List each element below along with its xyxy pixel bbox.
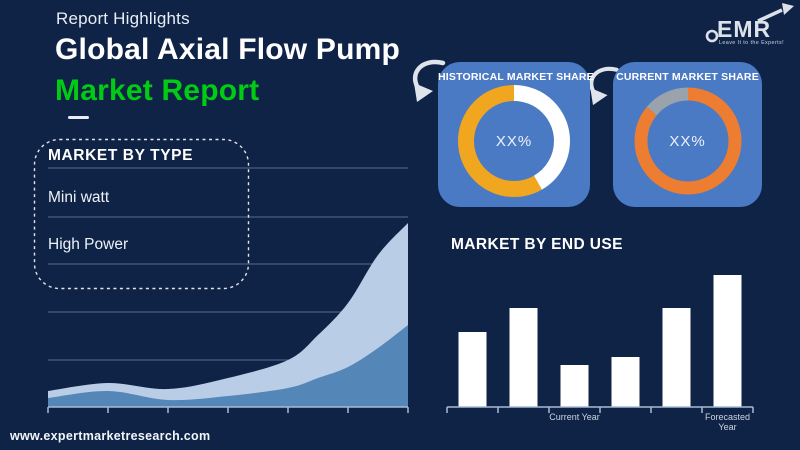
logo-circle-icon [705,29,719,43]
card-title: HISTORICAL MARKET SHARE [438,71,594,83]
type-item-high-power: High Power [48,236,129,253]
market-by-type-title: MARKET BY TYPE [48,147,194,164]
bar-axis-labels: Current Year Forecasted Year [440,410,770,442]
donut-value-label: XX% [669,132,706,150]
end-use-bar-chart [446,275,754,413]
website-url: www.expertmarketresearch.com [10,429,211,443]
emr-logo: EMR Leave It to the Experts! [705,3,794,46]
market-by-end-use-title: MARKET BY END USE [451,236,623,253]
market-by-type-panel: MARKET BY TYPE Mini watt High Power [33,138,250,290]
donut-value-label: XX% [495,132,533,150]
dashed-border [33,138,250,290]
card-title: CURRENT MARKET SHARE [616,71,759,83]
type-item-mini-watt: Mini watt [48,189,110,206]
curved-arrow-icon [589,66,619,106]
bar-x-axis-label: Current Year [549,412,600,422]
report-eyebrow: Report Highlights [56,9,190,28]
current-share-donut-chart [634,87,741,195]
page-title-line2: Market Report [55,74,260,107]
title-underline [68,116,89,119]
curved-arrow-icon [412,59,446,102]
historical-share-donut-chart [458,85,570,197]
logo-arrowhead-icon [782,3,794,15]
bar-x-axis-label: Forecasted Year [704,412,751,433]
type-trend-area-chart [47,167,409,413]
page-title-line1: Global Axial Flow Pump [55,33,400,66]
current-market-share-card: CURRENT MARKET SHARE XX% [613,62,762,207]
logo-arrow-icon [757,8,783,23]
logo-tagline: Leave It to the Experts! [719,40,784,46]
historical-market-share-card: HISTORICAL MARKET SHARE XX% [438,62,594,207]
